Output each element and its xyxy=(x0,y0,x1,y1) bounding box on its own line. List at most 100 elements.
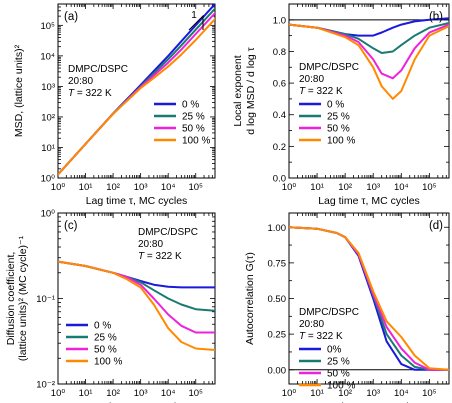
series-line-50pct xyxy=(58,260,215,334)
y-tick-label: 1.0 xyxy=(273,15,286,26)
x-axis: 10⁰ 10¹ 10² 10³ 10⁴ 10⁵ xyxy=(51,213,216,399)
plot-frame xyxy=(288,212,450,385)
annotation-line: DMPC/DSPC xyxy=(138,227,198,238)
y-tick-label: 0.2 xyxy=(273,142,286,153)
legend-label: 25 % xyxy=(327,112,350,123)
y-axis-label-line1: Diffusion coefficient, xyxy=(5,252,17,346)
x-tick-label: 10² xyxy=(106,388,120,399)
series-line-100pct xyxy=(289,226,449,371)
x-tick-label: 10⁴ xyxy=(161,388,176,399)
annotation-line: T = 322 K xyxy=(299,86,343,97)
series-line-100pct xyxy=(289,23,449,100)
panel-label: (b) xyxy=(429,11,443,23)
panel-label: (a) xyxy=(64,11,78,23)
x-axis: 10⁰ 10¹ 10² 10³ 10⁴ 10⁵ xyxy=(282,4,450,193)
x-tick-label: 10⁰ xyxy=(51,182,66,193)
x-tick-label: 10¹ xyxy=(79,182,93,193)
x-axis-label: Lag time τ, MC cycles xyxy=(86,401,188,403)
y-tick-label: 0.8 xyxy=(273,47,286,58)
y-tick-label: 10¹ xyxy=(41,143,55,154)
y-tick-label: 1.00 xyxy=(268,223,287,234)
x-tick-label: 10³ xyxy=(366,182,380,193)
x-tick-label: 10⁵ xyxy=(422,182,437,193)
x-tick-label: 10¹ xyxy=(310,388,324,399)
x-tick-label: 10³ xyxy=(134,388,148,399)
x-tick-label: 10¹ xyxy=(79,388,93,399)
legend: 0 %25 %50 %100 % xyxy=(66,321,122,368)
y-tick-label: 0.75 xyxy=(268,258,287,269)
legend-label: 100 % xyxy=(327,136,355,147)
x-axis-label: Lag time τ, MC cycles xyxy=(318,195,420,207)
legend-label: 0 % xyxy=(327,100,344,111)
annotation-line: T = 322 K xyxy=(299,331,343,342)
x-tick-label: 10⁵ xyxy=(188,388,203,399)
y-tick-label: 10⁰ xyxy=(41,209,56,220)
annotation-line: 20:80 xyxy=(68,76,93,87)
annotation-line: 20:80 xyxy=(299,319,324,330)
x-tick-label: 10⁰ xyxy=(282,388,297,399)
panel-a: 10⁰ 10¹ 10² 10³ 10⁴ 10⁵ Lag time τ, MC cycles 1… xyxy=(13,3,216,207)
x-tick-label: 10⁰ xyxy=(282,182,297,193)
legend-label: 50 % xyxy=(94,345,117,356)
y-tick-label: 0.25 xyxy=(268,330,287,341)
legend-label: 50 % xyxy=(182,124,205,135)
y-tick-label: 10⁰ xyxy=(41,174,56,185)
x-tick-label: 10⁵ xyxy=(422,388,437,399)
y-axis: 0.0 0.2 0.4 0.6 0.8 1.0 xyxy=(273,15,449,185)
y-axis-label-line2: d log MSD / d log τ xyxy=(245,46,257,134)
x-axis-label: Lag time τ, MC cycles xyxy=(86,195,188,207)
x-tick-label: 10⁴ xyxy=(394,388,409,399)
y-tick-label: 0.00 xyxy=(268,365,287,376)
annotation-line: DMPC/DSPC xyxy=(68,64,128,75)
y-tick-label: 0.6 xyxy=(273,79,286,90)
x-axis: 10⁰ 10¹ 10² 10³ 10⁴ 10⁵ xyxy=(51,4,216,193)
series-line-100pct xyxy=(58,18,215,176)
legend-label: 0% xyxy=(327,345,342,356)
series-group xyxy=(58,260,215,351)
annotation-line: T = 322 K xyxy=(138,251,182,262)
x-tick-label: 10⁴ xyxy=(161,182,176,193)
legend-label: 50 % xyxy=(327,124,350,135)
y-axis-label-line2: (lattice units)² (MC cycle)⁻¹ xyxy=(17,235,29,361)
series-group xyxy=(58,4,215,176)
series-group xyxy=(289,17,449,100)
legend-label: 25 % xyxy=(94,333,117,344)
y-axis: 10⁰ 10¹ 10² 10³ 10⁴ 10⁵ xyxy=(40,3,215,185)
annotation-line: DMPC/DSPC xyxy=(299,62,359,73)
x-tick-label: 10⁰ xyxy=(51,388,66,399)
annotation-line: DMPC/DSPC xyxy=(299,307,359,318)
legend: 0%25 %50 %100 % xyxy=(299,345,355,392)
legend-label: 25 % xyxy=(327,357,350,368)
y-tick-label: 0.0 xyxy=(273,174,286,185)
panel-label: (d) xyxy=(429,220,443,232)
slope-label: 1 xyxy=(191,10,197,21)
legend-label: 100 % xyxy=(327,381,355,392)
legend-label: 100 % xyxy=(182,136,210,147)
y-tick-label: 10⁻² xyxy=(36,380,55,391)
y-tick-label: 10⁴ xyxy=(40,51,55,62)
series-line-25pct xyxy=(58,260,215,312)
slope-triangle xyxy=(188,14,204,31)
y-axis-label-line1: Local exponent xyxy=(232,55,244,126)
annotation-line: T = 322 K xyxy=(68,88,112,99)
legend: 0 %25 %50 %100 % xyxy=(299,100,355,147)
legend: 0 %25 %50 %100 % xyxy=(154,100,210,147)
y-tick-label: 10⁵ xyxy=(40,21,55,32)
x-axis: 10⁰ 10¹ 10² 10³ 10⁴ 10⁵ xyxy=(282,213,450,399)
y-tick-label: 10² xyxy=(41,112,55,123)
legend-label: 0 % xyxy=(94,321,111,332)
legend-label: 50 % xyxy=(327,369,350,380)
plot-frame xyxy=(57,212,216,385)
annotation-line: 20:80 xyxy=(299,74,324,85)
series-group xyxy=(289,226,449,371)
annotation-line: 20:80 xyxy=(138,239,163,250)
x-axis-label: Lag time τ, MC cycles xyxy=(318,401,420,403)
y-axis: 0.00 0.25 0.50 0.75 1.00 xyxy=(268,223,449,376)
y-axis-label: MSD, (lattice units)² xyxy=(13,44,25,137)
y-tick-label: 10³ xyxy=(41,82,55,93)
y-tick-label: 10⁻¹ xyxy=(36,294,55,305)
x-tick-label: 10³ xyxy=(366,388,380,399)
